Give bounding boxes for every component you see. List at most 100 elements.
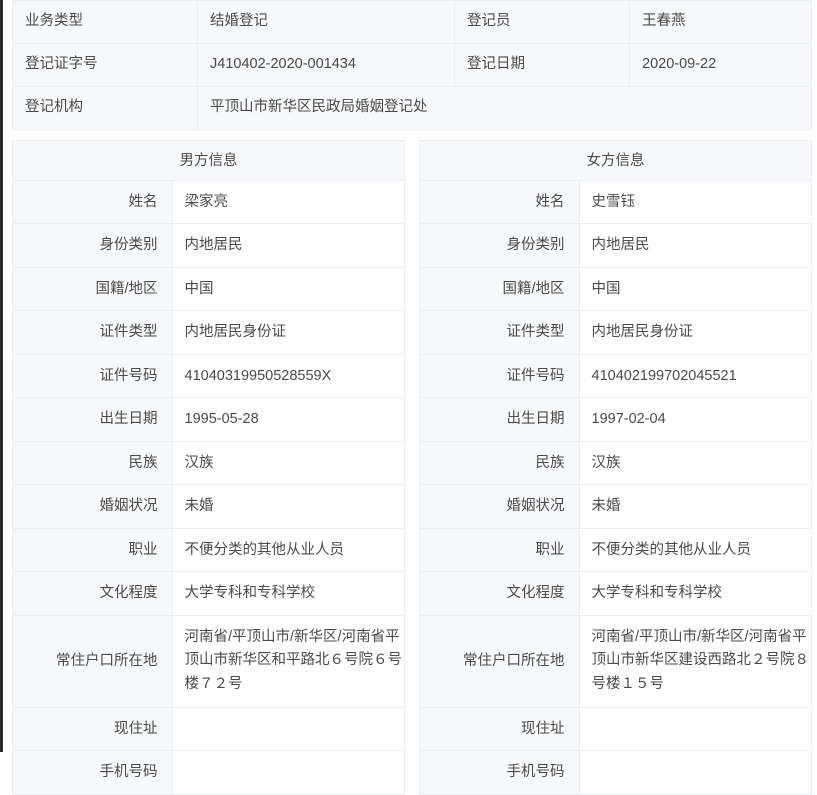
party-panels: 男方信息 姓名 梁家亮 身份类别 内地居民 国籍/地区 中国 证件类型 内地居民身份证 证件号码… <box>12 140 812 795</box>
table-row: 民族 汉族 <box>420 441 811 486</box>
summary-label-registration-date: 登记日期 <box>454 43 630 87</box>
female_panel-field-value: 汉族 <box>579 441 811 486</box>
male_panel-field-label: 职业 <box>13 528 173 573</box>
female_panel-field-label: 证件号码 <box>420 354 580 399</box>
male_panel-field-label: 国籍/地区 <box>13 267 173 312</box>
male-party-panel: 男方信息 姓名 梁家亮 身份类别 内地居民 国籍/地区 中国 证件类型 内地居民身份证 证件号码… <box>12 140 405 795</box>
female_panel-field-label: 职业 <box>420 528 580 573</box>
female-info-table: 姓名 史雪钰 身份类别 内地居民 国籍/地区 中国 证件类型 内地居民身份证 证件号码 41040… <box>420 181 811 795</box>
summary-label-business-type: 业务类型 <box>12 0 198 44</box>
male_panel-field-value <box>172 750 404 795</box>
male_panel-field-value: 汉族 <box>172 441 404 486</box>
female_panel-field-value: 史雪钰 <box>579 181 811 225</box>
female_panel-field-label: 证件类型 <box>420 310 580 355</box>
male_panel-field-value: 未婚 <box>172 484 404 529</box>
male-info-table: 姓名 梁家亮 身份类别 内地居民 国籍/地区 中国 证件类型 内地居民身份证 证件号码 41040… <box>13 181 404 795</box>
female_panel-field-label: 身份类别 <box>420 223 580 268</box>
male-panel-title: 男方信息 <box>13 141 404 181</box>
table-row: 姓名 梁家亮 <box>13 181 404 225</box>
male_panel-field-label: 出生日期 <box>13 397 173 442</box>
summary-table-body: 业务类型 结婚登记 登记员 王春燕 登记证字号 J410402-2020-001… <box>12 0 812 130</box>
summary-value-certificate-no: J410402-2020-001434 <box>197 43 455 87</box>
male-info-body: 姓名 梁家亮 身份类别 内地居民 国籍/地区 中国 证件类型 内地居民身份证 证件号码 41040… <box>13 181 404 795</box>
female_panel-field-label: 手机号码 <box>420 750 580 795</box>
female_panel-field-value: 中国 <box>579 267 811 312</box>
table-row: 现住址 <box>420 707 811 752</box>
male_panel-field-value: 河南省/平顶山市/新华区/河南省平顶山市新华区和平路北６号院６号楼７２号 <box>172 615 404 708</box>
table-row: 登记机构 平顶山市新华区民政局婚姻登记处 <box>12 86 812 130</box>
table-row: 姓名 史雪钰 <box>420 181 811 225</box>
male_panel-field-label: 姓名 <box>13 181 173 225</box>
male_panel-field-value: 1995-05-28 <box>172 397 404 442</box>
female_panel-field-label: 民族 <box>420 441 580 486</box>
table-row: 民族 汉族 <box>13 441 404 486</box>
male_panel-field-label: 现住址 <box>13 707 173 752</box>
female_panel-field-value: 大学专科和专科学校 <box>579 571 811 616</box>
female_panel-field-label: 常住户口所在地 <box>420 615 580 708</box>
female_panel-field-value: 内地居民 <box>579 223 811 268</box>
female_panel-field-value: 不便分类的其他从业人员 <box>579 528 811 573</box>
male_panel-field-value: 41040319950528559X <box>172 354 404 399</box>
table-row: 证件号码 410402199702045521 <box>420 354 811 399</box>
female_panel-field-label: 国籍/地区 <box>420 267 580 312</box>
female_panel-field-value: 河南省/平顶山市/新华区/河南省平顶山市新华区建设西路北２号院８号楼１５号 <box>579 615 811 708</box>
male_panel-field-label: 证件号码 <box>13 354 173 399</box>
female_panel-field-value: 1997-02-04 <box>579 397 811 442</box>
table-row: 证件类型 内地居民身份证 <box>13 310 404 355</box>
male_panel-field-value: 大学专科和专科学校 <box>172 571 404 616</box>
female_panel-field-value <box>579 707 811 752</box>
table-row: 身份类别 内地居民 <box>420 223 811 268</box>
summary-value-agency: 平顶山市新华区民政局婚姻登记处 <box>197 86 812 130</box>
table-row: 手机号码 <box>420 750 811 795</box>
table-row: 常住户口所在地 河南省/平顶山市/新华区/河南省平顶山市新华区建设西路北２号院８号… <box>420 615 811 708</box>
summary-value-registration-date: 2020-09-22 <box>629 43 812 87</box>
female_panel-field-label: 现住址 <box>420 707 580 752</box>
male_panel-field-label: 手机号码 <box>13 750 173 795</box>
summary-label-registrar: 登记员 <box>454 0 630 44</box>
male_panel-field-value: 中国 <box>172 267 404 312</box>
table-row: 登记证字号 J410402-2020-001434 登记日期 2020-09-2… <box>12 43 812 87</box>
table-row: 文化程度 大学专科和专科学校 <box>13 571 404 616</box>
female_panel-field-value: 未婚 <box>579 484 811 529</box>
table-row: 国籍/地区 中国 <box>420 267 811 312</box>
table-row: 职业 不便分类的其他从业人员 <box>420 528 811 573</box>
summary-value-registrar: 王春燕 <box>629 0 812 44</box>
female_panel-field-value: 内地居民身份证 <box>579 310 811 355</box>
male_panel-field-value: 内地居民身份证 <box>172 310 404 355</box>
table-row: 常住户口所在地 河南省/平顶山市/新华区/河南省平顶山市新华区和平路北６号院６号楼… <box>13 615 404 708</box>
summary-label-agency: 登记机构 <box>12 86 198 130</box>
summary-value-business-type: 结婚登记 <box>197 0 455 44</box>
table-row: 身份类别 内地居民 <box>13 223 404 268</box>
table-row: 出生日期 1997-02-04 <box>420 397 811 442</box>
table-row: 证件类型 内地居民身份证 <box>420 310 811 355</box>
male_panel-field-label: 民族 <box>13 441 173 486</box>
table-row: 文化程度 大学专科和专科学校 <box>420 571 811 616</box>
table-row: 国籍/地区 中国 <box>13 267 404 312</box>
female_panel-field-value <box>579 750 811 795</box>
male_panel-field-label: 证件类型 <box>13 310 173 355</box>
summary-label-certificate-no: 登记证字号 <box>12 43 198 87</box>
registration-summary-table: 业务类型 结婚登记 登记员 王春燕 登记证字号 J410402-2020-001… <box>12 0 812 130</box>
table-row: 现住址 <box>13 707 404 752</box>
male_panel-field-value: 内地居民 <box>172 223 404 268</box>
table-row: 婚姻状况 未婚 <box>13 484 404 529</box>
table-row: 出生日期 1995-05-28 <box>13 397 404 442</box>
female_panel-field-label: 姓名 <box>420 181 580 225</box>
female_panel-field-label: 婚姻状况 <box>420 484 580 529</box>
male_panel-field-label: 文化程度 <box>13 571 173 616</box>
female_panel-field-label: 出生日期 <box>420 397 580 442</box>
table-row: 业务类型 结婚登记 登记员 王春燕 <box>12 0 812 44</box>
male_panel-field-label: 常住户口所在地 <box>13 615 173 708</box>
table-row: 证件号码 41040319950528559X <box>13 354 404 399</box>
male_panel-field-value: 不便分类的其他从业人员 <box>172 528 404 573</box>
female-info-body: 姓名 史雪钰 身份类别 内地居民 国籍/地区 中国 证件类型 内地居民身份证 证件号码 41040… <box>420 181 811 795</box>
female_panel-field-label: 文化程度 <box>420 571 580 616</box>
table-row: 婚姻状况 未婚 <box>420 484 811 529</box>
female_panel-field-value: 410402199702045521 <box>579 354 811 399</box>
male_panel-field-value: 梁家亮 <box>172 181 404 225</box>
female-panel-title: 女方信息 <box>420 141 811 181</box>
male_panel-field-label: 婚姻状况 <box>13 484 173 529</box>
male_panel-field-value <box>172 707 404 752</box>
male_panel-field-label: 身份类别 <box>13 223 173 268</box>
